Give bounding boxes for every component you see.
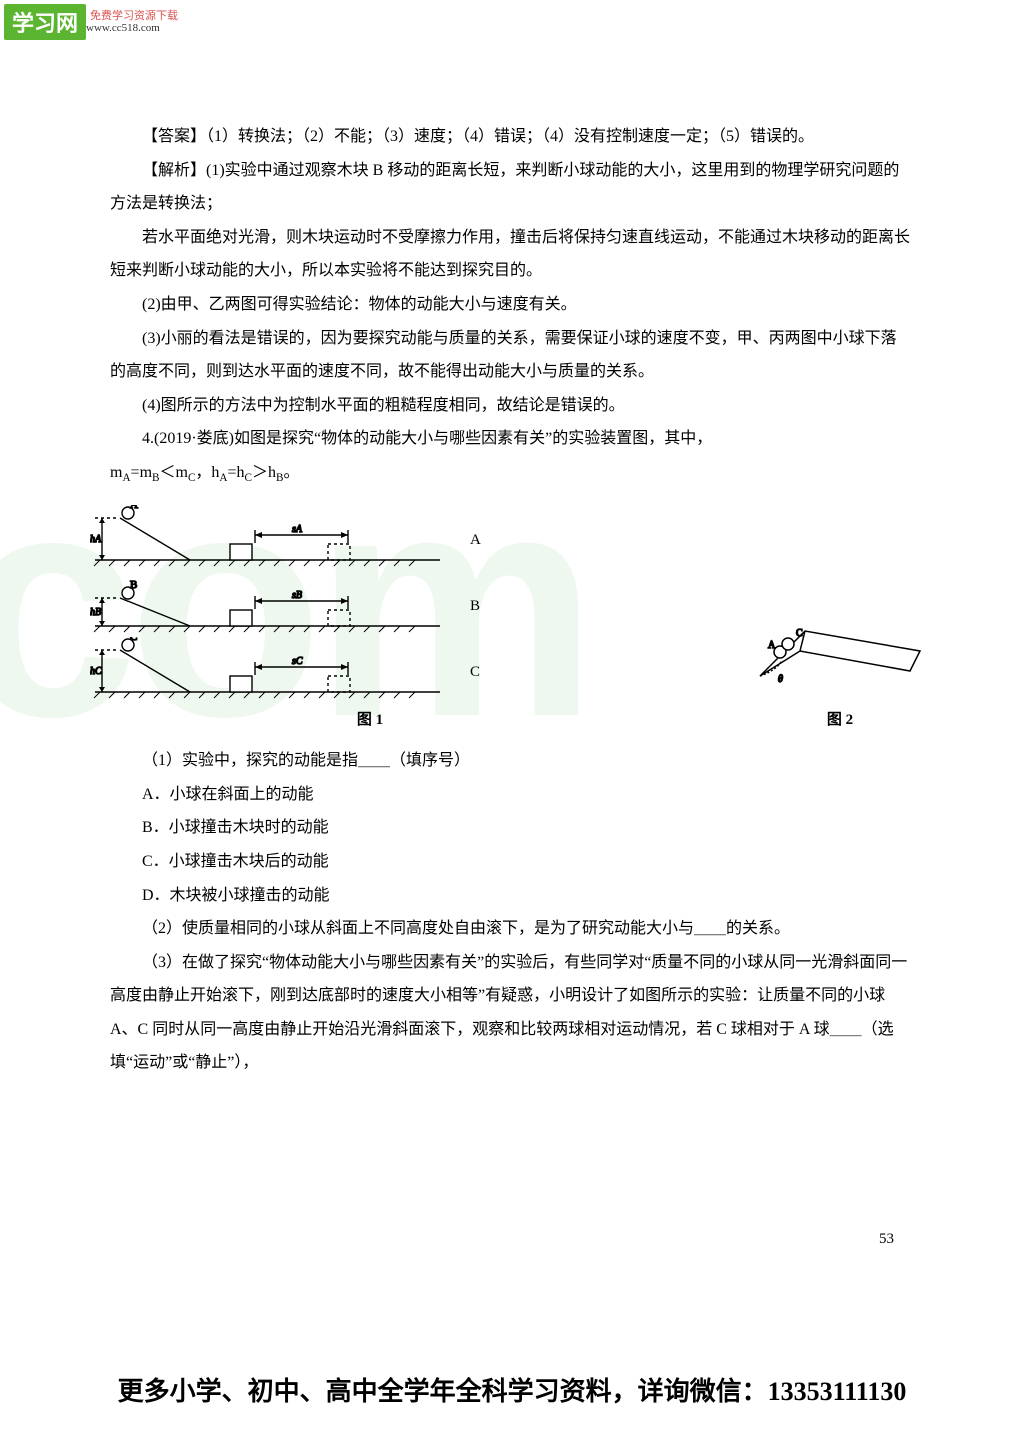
document-body: 【答案】（1）转换法；（2）不能；（3）速度；（4）错误；（4）没有控制速度一定… xyxy=(110,120,910,1080)
svg-text:sA: sA xyxy=(292,524,303,535)
svg-text:θ: θ xyxy=(778,674,783,685)
svg-text:hB: hB xyxy=(90,607,101,618)
ramp-row: B hB sB B xyxy=(90,571,650,633)
svg-text:sC: sC xyxy=(292,656,303,667)
analysis-3: (2)由甲、乙两图可得实验结论：物体的动能大小与速度有关。 xyxy=(110,288,910,322)
analysis-5: (4)图所示的方法中为控制水平面的粗糙程度相同，故结论是错误的。 xyxy=(110,389,910,423)
ramp-row: C hC sC C xyxy=(90,637,650,699)
svg-text:hA: hA xyxy=(90,534,102,545)
option-c: C．小球撞击木块后的动能 xyxy=(110,845,910,879)
ramp-row: A hA sA A xyxy=(90,505,650,567)
answer-line: 【答案】（1）转换法；（2）不能；（3）速度；（4）错误；（4）没有控制速度一定… xyxy=(110,120,910,154)
logo-text: 学习网 xyxy=(4,4,86,40)
logo-url: www.cc518.com xyxy=(86,22,178,34)
analysis-4: (3)小丽的看法是错误的，因为要探究动能与质量的关系，需要保证小球的速度不变，甲… xyxy=(110,322,910,389)
figure-region: A hA sA A B hB sB B xyxy=(110,503,910,737)
svg-text:hC: hC xyxy=(90,666,102,677)
option-d: D．木块被小球撞击的动能 xyxy=(110,879,910,913)
figure-2: θ A C 图 2 xyxy=(750,596,930,736)
option-a: A．小球在斜面上的动能 xyxy=(110,778,910,812)
question-4: 4.(2019·娄底)如图是探究“物体的动能大小与哪些因素有关”的实验装置图，其… xyxy=(110,422,910,456)
svg-text:C: C xyxy=(796,628,803,639)
analysis-2: 若水平面绝对光滑，则木块运动时不受摩擦力作用，撞击后将保持匀速直线运动，不能通过… xyxy=(110,221,910,288)
logo-subtitle: 免费学习资源下载 xyxy=(90,10,178,22)
site-logo: 学习网 免费学习资源下载 www.cc518.com xyxy=(4,4,178,40)
svg-text:B: B xyxy=(130,579,137,591)
footer-text: 更多小学、初中、高中全学年全科学习资料，详询微信：13353111130 xyxy=(0,1371,1024,1408)
q4-part1: （1）实验中，探究的动能是指＿＿（填序号） xyxy=(110,744,910,778)
svg-text:A: A xyxy=(768,640,776,651)
svg-text:C: C xyxy=(130,637,137,643)
page-number: 53 xyxy=(879,1231,894,1248)
figure-1: A hA sA A B hB sB B xyxy=(90,503,650,737)
question-4-vars: mA=mB＜mC，hA=hC＞hB。 xyxy=(110,456,910,491)
figure-1-caption: 图 1 xyxy=(90,705,650,737)
svg-text:A: A xyxy=(130,505,138,511)
q4-part2: （2）使质量相同的小球从斜面上不同高度处自由滚下，是为了研究动能大小与＿＿的关系… xyxy=(110,912,910,946)
q4-part3: （3）在做了探究“物体动能大小与哪些因素有关”的实验后，有些同学对“质量不同的小… xyxy=(110,946,910,1080)
svg-text:sB: sB xyxy=(292,590,302,601)
analysis-1: 【解析】(1)实验中通过观察木块 B 移动的距离长短，来判断小球动能的大小，这里… xyxy=(110,154,910,221)
figure-2-caption: 图 2 xyxy=(750,705,930,737)
option-b: B．小球撞击木块时的动能 xyxy=(110,811,910,845)
